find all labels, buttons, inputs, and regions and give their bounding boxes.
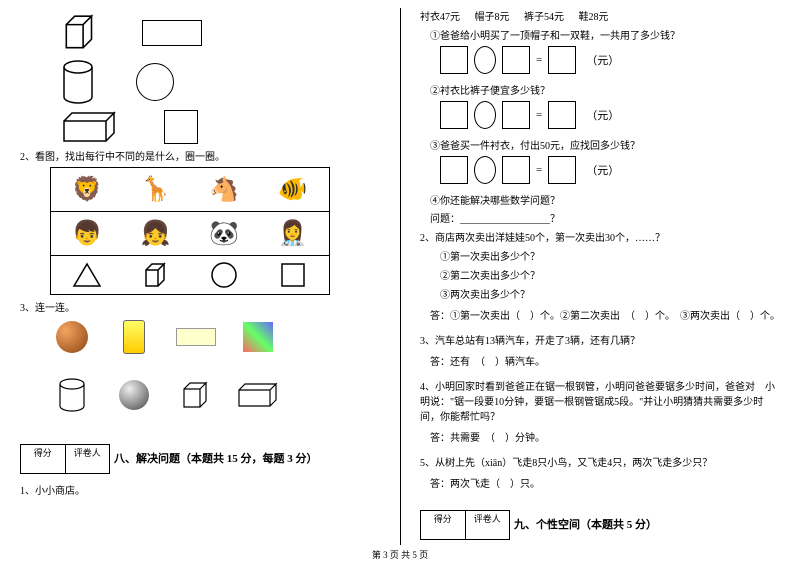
score-box-8: 得分 评卷人	[20, 444, 110, 474]
p2-2: ②第二次卖出多少个？	[420, 267, 780, 282]
basketball-icon	[50, 318, 94, 356]
pic-row-3	[51, 256, 329, 294]
eq-oval[interactable]	[474, 156, 496, 184]
section-9-title: 九、个性空间（本题共 5 分）	[514, 516, 657, 532]
fish-icon: 🐠	[269, 171, 317, 209]
problem-3: 3、汽车总站有13辆汽车，开走了3辆，还有几辆？	[420, 332, 780, 347]
circle-small-icon	[200, 256, 248, 294]
section-9-header: 得分 评卷人 九、个性空间（本题共 5 分）	[420, 500, 780, 544]
eq-row-1: = （元）	[440, 46, 780, 74]
sub-q3: ③爸爸买一件衬衣，付出50元，应找回多少钱？	[420, 137, 780, 152]
sub-q2: ②衬衣比裤子便宜多少钱？	[420, 82, 780, 97]
lion-icon: 🦁	[63, 171, 111, 209]
page: 2、看图，找出每行中不同的是什么，圈一圈。 🦁 🦒 🐴 🐠 👦 👧 🐼 👩‍⚕️…	[0, 0, 800, 545]
panda-icon: 🐼	[200, 215, 248, 253]
p2-1: ①第一次卖出多少个？	[420, 248, 780, 263]
section-8-header: 得分 评卷人 八、解决问题（本题共 15 分，每题 3 分）	[20, 434, 380, 478]
square-small-icon	[269, 256, 317, 294]
sub-q4-blank: 问题：__________________？	[420, 210, 780, 225]
cuboid-wire-icon	[236, 376, 280, 414]
equals-sign: =	[536, 109, 542, 121]
sub-q4: ④你还能解决哪些数学问题？	[420, 192, 780, 207]
score-box-9: 得分 评卷人	[420, 510, 510, 540]
eq-oval[interactable]	[474, 46, 496, 74]
q8-1-text: 1、小小商店。	[20, 482, 380, 497]
match-area	[50, 318, 380, 414]
page-footer: 第 3 页 共 5 页	[0, 548, 800, 561]
question-3-text: 3、连一连。	[20, 299, 380, 314]
p2-ans: 答：①第一次卖出（ ）个。②第二次卖出 （ ）个。 ③两次卖出（ ）个。	[420, 307, 780, 322]
sphere-icon	[112, 376, 156, 414]
q4-label: 问题：	[430, 214, 460, 225]
eq-row-2: = （元）	[440, 101, 780, 129]
pic-row-1: 🦁 🦒 🐴 🐠	[51, 168, 329, 212]
eq-box[interactable]	[440, 101, 468, 129]
price-hat: 帽子8元	[475, 12, 510, 23]
problem-5: 5、从树上先（xiān）飞走8只小鸟，又飞走4只，两次飞走多少只？	[420, 454, 780, 469]
p2-3: ③两次卖出多少个？	[420, 286, 780, 301]
unit-label: （元）	[586, 52, 619, 68]
price-shoes: 鞋28元	[579, 12, 609, 23]
eq-box[interactable]	[548, 46, 576, 74]
price-pants: 裤子54元	[524, 12, 564, 23]
eq-box[interactable]	[502, 46, 530, 74]
can-icon	[112, 318, 156, 356]
right-column: 衬衣47元 帽子8元 裤子54元 鞋28元 ①爸爸给小明买了一顶帽子和一双鞋，一…	[400, 0, 800, 545]
score-label: 得分	[421, 511, 466, 539]
nurse-icon: 👩‍⚕️	[269, 215, 317, 253]
shape-row-3	[60, 110, 380, 144]
triangle-icon	[63, 256, 111, 294]
score-label: 得分	[21, 445, 66, 473]
giraffe-icon: 🦒	[132, 171, 180, 209]
section-8-title: 八、解决问题（本题共 15 分，每题 3 分）	[114, 450, 318, 466]
grader-label: 评卷人	[66, 445, 110, 473]
p5-ans: 答：两次飞走（ ）只。	[420, 475, 780, 490]
unit-label: （元）	[586, 107, 619, 123]
equals-sign: =	[536, 164, 542, 176]
sub-q1: ①爸爸给小明买了一顶帽子和一双鞋，一共用了多少钱？	[420, 27, 780, 42]
square-icon	[164, 110, 198, 144]
box-icon	[174, 318, 218, 356]
cube-small-icon	[132, 256, 180, 294]
cube-wire-icon	[174, 376, 218, 414]
eq-box[interactable]	[502, 101, 530, 129]
pic-row-2: 👦 👧 🐼 👩‍⚕️	[51, 212, 329, 256]
boy-icon: 👦	[63, 215, 111, 253]
eq-box[interactable]	[548, 156, 576, 184]
unit-label: （元）	[586, 162, 619, 178]
picture-table: 🦁 🦒 🐴 🐠 👦 👧 🐼 👩‍⚕️	[50, 167, 330, 295]
eq-box[interactable]	[548, 101, 576, 129]
cylinder-icon	[60, 60, 96, 104]
price-line: 衬衣47元 帽子8元 裤子54元 鞋28元	[420, 8, 780, 23]
eq-box[interactable]	[502, 156, 530, 184]
match-row-top	[50, 318, 380, 356]
cube-icon	[60, 12, 102, 54]
eq-box[interactable]	[440, 46, 468, 74]
match-row-bottom	[50, 376, 380, 414]
shape-row-1	[60, 12, 380, 54]
eq-oval[interactable]	[474, 101, 496, 129]
cylinder-small-icon	[50, 376, 94, 414]
eq-row-3: = （元）	[440, 156, 780, 184]
girl-icon: 👧	[132, 215, 180, 253]
horse-icon: 🐴	[200, 171, 248, 209]
circle-icon	[136, 63, 174, 101]
equals-sign: =	[536, 54, 542, 66]
price-shirt: 衬衣47元	[420, 12, 460, 23]
problem-4: 4、小明回家时看到爸爸正在锯一根钢管，小明问爸爸要锯多少时间，爸爸对 小明说："…	[420, 378, 780, 423]
problem-2: 2、商店两次卖出洋娃娃50个，第一次卖出30个，……？	[420, 229, 780, 244]
shapes-grid	[60, 12, 380, 144]
p3-ans: 答：还有 （ ）辆汽车。	[420, 353, 780, 368]
rubik-icon	[236, 318, 280, 356]
grader-label: 评卷人	[466, 511, 510, 539]
question-2-text: 2、看图，找出每行中不同的是什么，圈一圈。	[20, 148, 380, 163]
cuboid-icon	[60, 111, 124, 143]
rectangle-icon	[142, 20, 202, 46]
eq-box[interactable]	[440, 156, 468, 184]
left-column: 2、看图，找出每行中不同的是什么，圈一圈。 🦁 🦒 🐴 🐠 👦 👧 🐼 👩‍⚕️…	[0, 0, 400, 545]
shape-row-2	[60, 60, 380, 104]
p4-ans: 答：共需要 （ ）分钟。	[420, 429, 780, 444]
